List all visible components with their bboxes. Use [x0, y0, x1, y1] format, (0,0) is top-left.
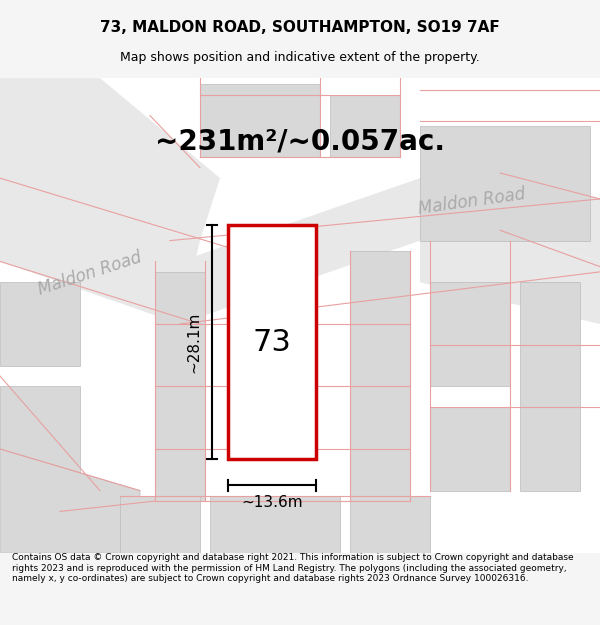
Polygon shape	[0, 78, 220, 241]
Polygon shape	[0, 178, 200, 324]
Bar	[350, 251, 410, 501]
Text: Contains OS data © Crown copyright and database right 2021. This information is : Contains OS data © Crown copyright and d…	[12, 553, 574, 583]
Bar	[0, 282, 80, 366]
Polygon shape	[0, 116, 600, 324]
Text: Maldon Road: Maldon Road	[36, 249, 144, 299]
Bar	[155, 272, 205, 501]
Bar	[330, 95, 400, 158]
Text: 73, MALDON ROAD, SOUTHAMPTON, SO19 7AF: 73, MALDON ROAD, SOUTHAMPTON, SO19 7AF	[100, 19, 500, 34]
Bar	[120, 496, 200, 553]
Bar	[200, 84, 320, 158]
Bar	[350, 496, 430, 553]
Text: ~231m²/~0.057ac.: ~231m²/~0.057ac.	[155, 127, 445, 156]
Polygon shape	[420, 230, 600, 324]
Text: Maldon Road: Maldon Road	[417, 184, 527, 218]
Bar	[430, 408, 510, 491]
Text: ~13.6m: ~13.6m	[241, 494, 303, 509]
Text: 73: 73	[253, 328, 292, 357]
Bar	[520, 282, 580, 491]
Text: ~28.1m: ~28.1m	[187, 311, 202, 373]
Bar	[228, 225, 316, 459]
Polygon shape	[0, 449, 140, 553]
Bar	[430, 282, 510, 386]
Bar	[210, 496, 340, 553]
Bar	[420, 126, 590, 241]
Bar	[0, 386, 80, 491]
Text: Map shows position and indicative extent of the property.: Map shows position and indicative extent…	[120, 51, 480, 64]
